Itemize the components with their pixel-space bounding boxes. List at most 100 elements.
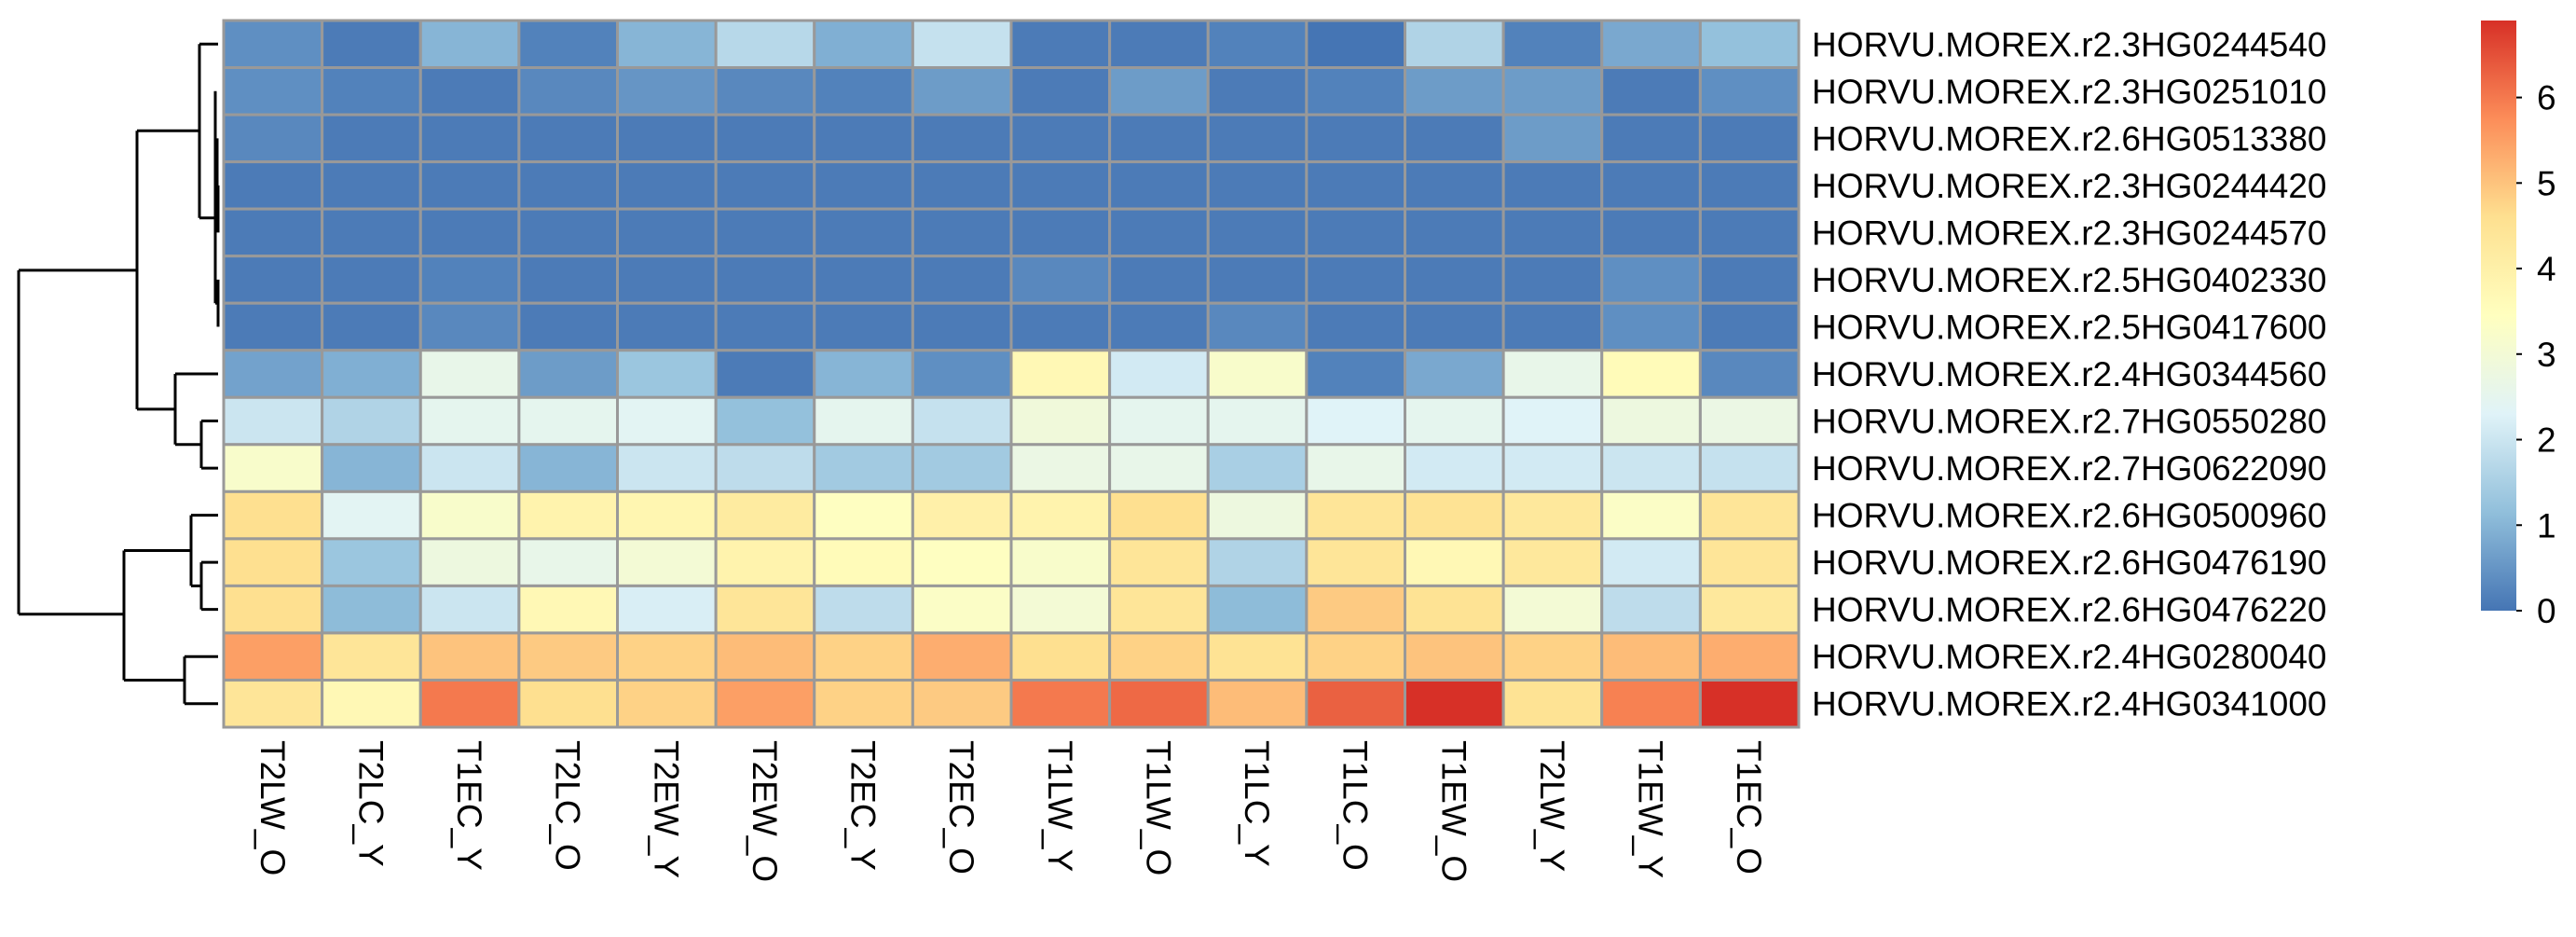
legend-color-bar: [2481, 21, 2516, 611]
legend-tick-label: 6: [2537, 79, 2556, 117]
heatmap-cell: [1009, 66, 1112, 117]
heatmap-cell: [616, 66, 718, 117]
heatmap-cells: [222, 19, 1801, 729]
heatmap-cell: [1108, 537, 1210, 587]
heatmap-cell: [1404, 443, 1505, 493]
heatmap-cell: [321, 301, 422, 352]
heatmap-cell: [1404, 537, 1505, 587]
heatmap-cell: [321, 678, 422, 729]
row-label: HORVU.MOREX.r2.4HG0344560: [1812, 355, 2327, 393]
heatmap-cell: [1305, 19, 1407, 70]
heatmap-cell: [616, 584, 718, 635]
heatmap-cell: [1600, 349, 1702, 399]
heatmap-cell: [1108, 207, 1210, 258]
heatmap-cell: [321, 207, 422, 258]
heatmap-cell: [1600, 301, 1702, 352]
heatmap-cell: [1501, 207, 1604, 258]
heatmap-cell: [1206, 66, 1309, 117]
heatmap-cell: [1206, 113, 1309, 164]
heatmap-cell: [1108, 443, 1210, 493]
heatmap-cell: [1600, 113, 1702, 164]
heatmap-cell: [714, 537, 816, 587]
color-legend: 0 1 2 3 4 5 6: [2481, 21, 2556, 630]
heatmap-cell: [1600, 19, 1702, 70]
heatmap-cell: [1698, 255, 1801, 305]
heatmap-cell: [813, 678, 914, 729]
heatmap-cell: [517, 443, 620, 493]
heatmap-cell: [911, 207, 1013, 258]
heatmap-cell: [1108, 584, 1210, 635]
row-label: HORVU.MOREX.r2.4HG0280040: [1812, 638, 2327, 676]
row-label: HORVU.MOREX.r2.6HG0476220: [1812, 591, 2327, 629]
column-label: T1LW_O: [1139, 740, 1177, 875]
heatmap-cell: [616, 489, 718, 541]
column-label: T2LW_Y: [1533, 740, 1571, 872]
heatmap-cell: [1206, 443, 1309, 493]
heatmap-cell: [1698, 631, 1801, 682]
heatmap-cell: [616, 113, 718, 164]
heatmap-cell: [517, 395, 620, 447]
heatmap-cell: [321, 584, 422, 635]
column-label: T2LC_Y: [351, 740, 390, 867]
heatmap-cell: [418, 443, 521, 493]
heatmap-cell: [616, 349, 718, 399]
heatmap-cell: [1698, 301, 1801, 352]
heatmap-cell: [1305, 207, 1407, 258]
heatmap-cell: [1501, 631, 1604, 682]
heatmap-cell: [517, 631, 620, 682]
column-label: T2EW_O: [746, 740, 784, 882]
heatmap-cell: [1108, 489, 1210, 541]
heatmap-cell: [714, 66, 816, 117]
heatmap-cell: [1108, 66, 1210, 117]
heatmap-cell: [1305, 395, 1407, 447]
row-label: HORVU.MOREX.r2.4HG0341000: [1812, 685, 2327, 723]
heatmap-cell: [1404, 631, 1505, 682]
heatmap-cell: [1305, 537, 1407, 587]
heatmap-cell: [222, 631, 324, 682]
heatmap-cell: [1404, 66, 1505, 117]
heatmap-cell: [911, 113, 1013, 164]
heatmap-cell: [1206, 160, 1309, 211]
heatmap-cell: [418, 395, 521, 447]
heatmap-cell: [1305, 631, 1407, 682]
heatmap-cell: [616, 301, 718, 352]
heatmap-cell: [418, 301, 521, 352]
heatmap-cell: [418, 113, 521, 164]
heatmap-cell: [1305, 113, 1407, 164]
heatmap-cell: [222, 349, 324, 399]
heatmap-cell: [517, 301, 620, 352]
row-label: HORVU.MOREX.r2.3HG0244570: [1812, 214, 2327, 252]
column-label: T1LC_O: [1336, 740, 1375, 871]
heatmap-cell: [813, 489, 914, 541]
heatmap-cell: [1305, 584, 1407, 635]
heatmap-cell: [813, 349, 914, 399]
heatmap-cell: [714, 349, 816, 399]
heatmap-cell: [1305, 160, 1407, 211]
heatmap-cell: [616, 395, 718, 447]
column-label: T2LW_O: [253, 740, 292, 875]
row-label: HORVU.MOREX.r2.5HG0417600: [1812, 308, 2327, 346]
heatmap-cell: [1009, 631, 1112, 682]
heatmap-cell: [321, 19, 422, 70]
heatmap-cell: [222, 113, 324, 164]
heatmap-cell: [1404, 678, 1505, 729]
heatmap-cell: [1108, 301, 1210, 352]
heatmap-cell: [321, 160, 422, 211]
legend-tick-label: 2: [2537, 421, 2556, 460]
heatmap-cell: [1206, 207, 1309, 258]
heatmap-cell: [517, 537, 620, 587]
heatmap-cell: [911, 66, 1013, 117]
heatmap-cell: [1009, 678, 1112, 729]
heatmap-cell: [1501, 584, 1604, 635]
heatmap-cell: [222, 207, 324, 258]
heatmap-cell: [1206, 537, 1309, 587]
heatmap-cell: [1698, 19, 1801, 70]
heatmap-cell: [1009, 255, 1112, 305]
heatmap-cell: [321, 113, 422, 164]
heatmap-cell: [1698, 66, 1801, 117]
heatmap-cell: [1404, 301, 1505, 352]
heatmap-cell: [1404, 113, 1505, 164]
heatmap-cell: [813, 584, 914, 635]
heatmap-cell: [813, 395, 914, 447]
heatmap-cell: [714, 113, 816, 164]
